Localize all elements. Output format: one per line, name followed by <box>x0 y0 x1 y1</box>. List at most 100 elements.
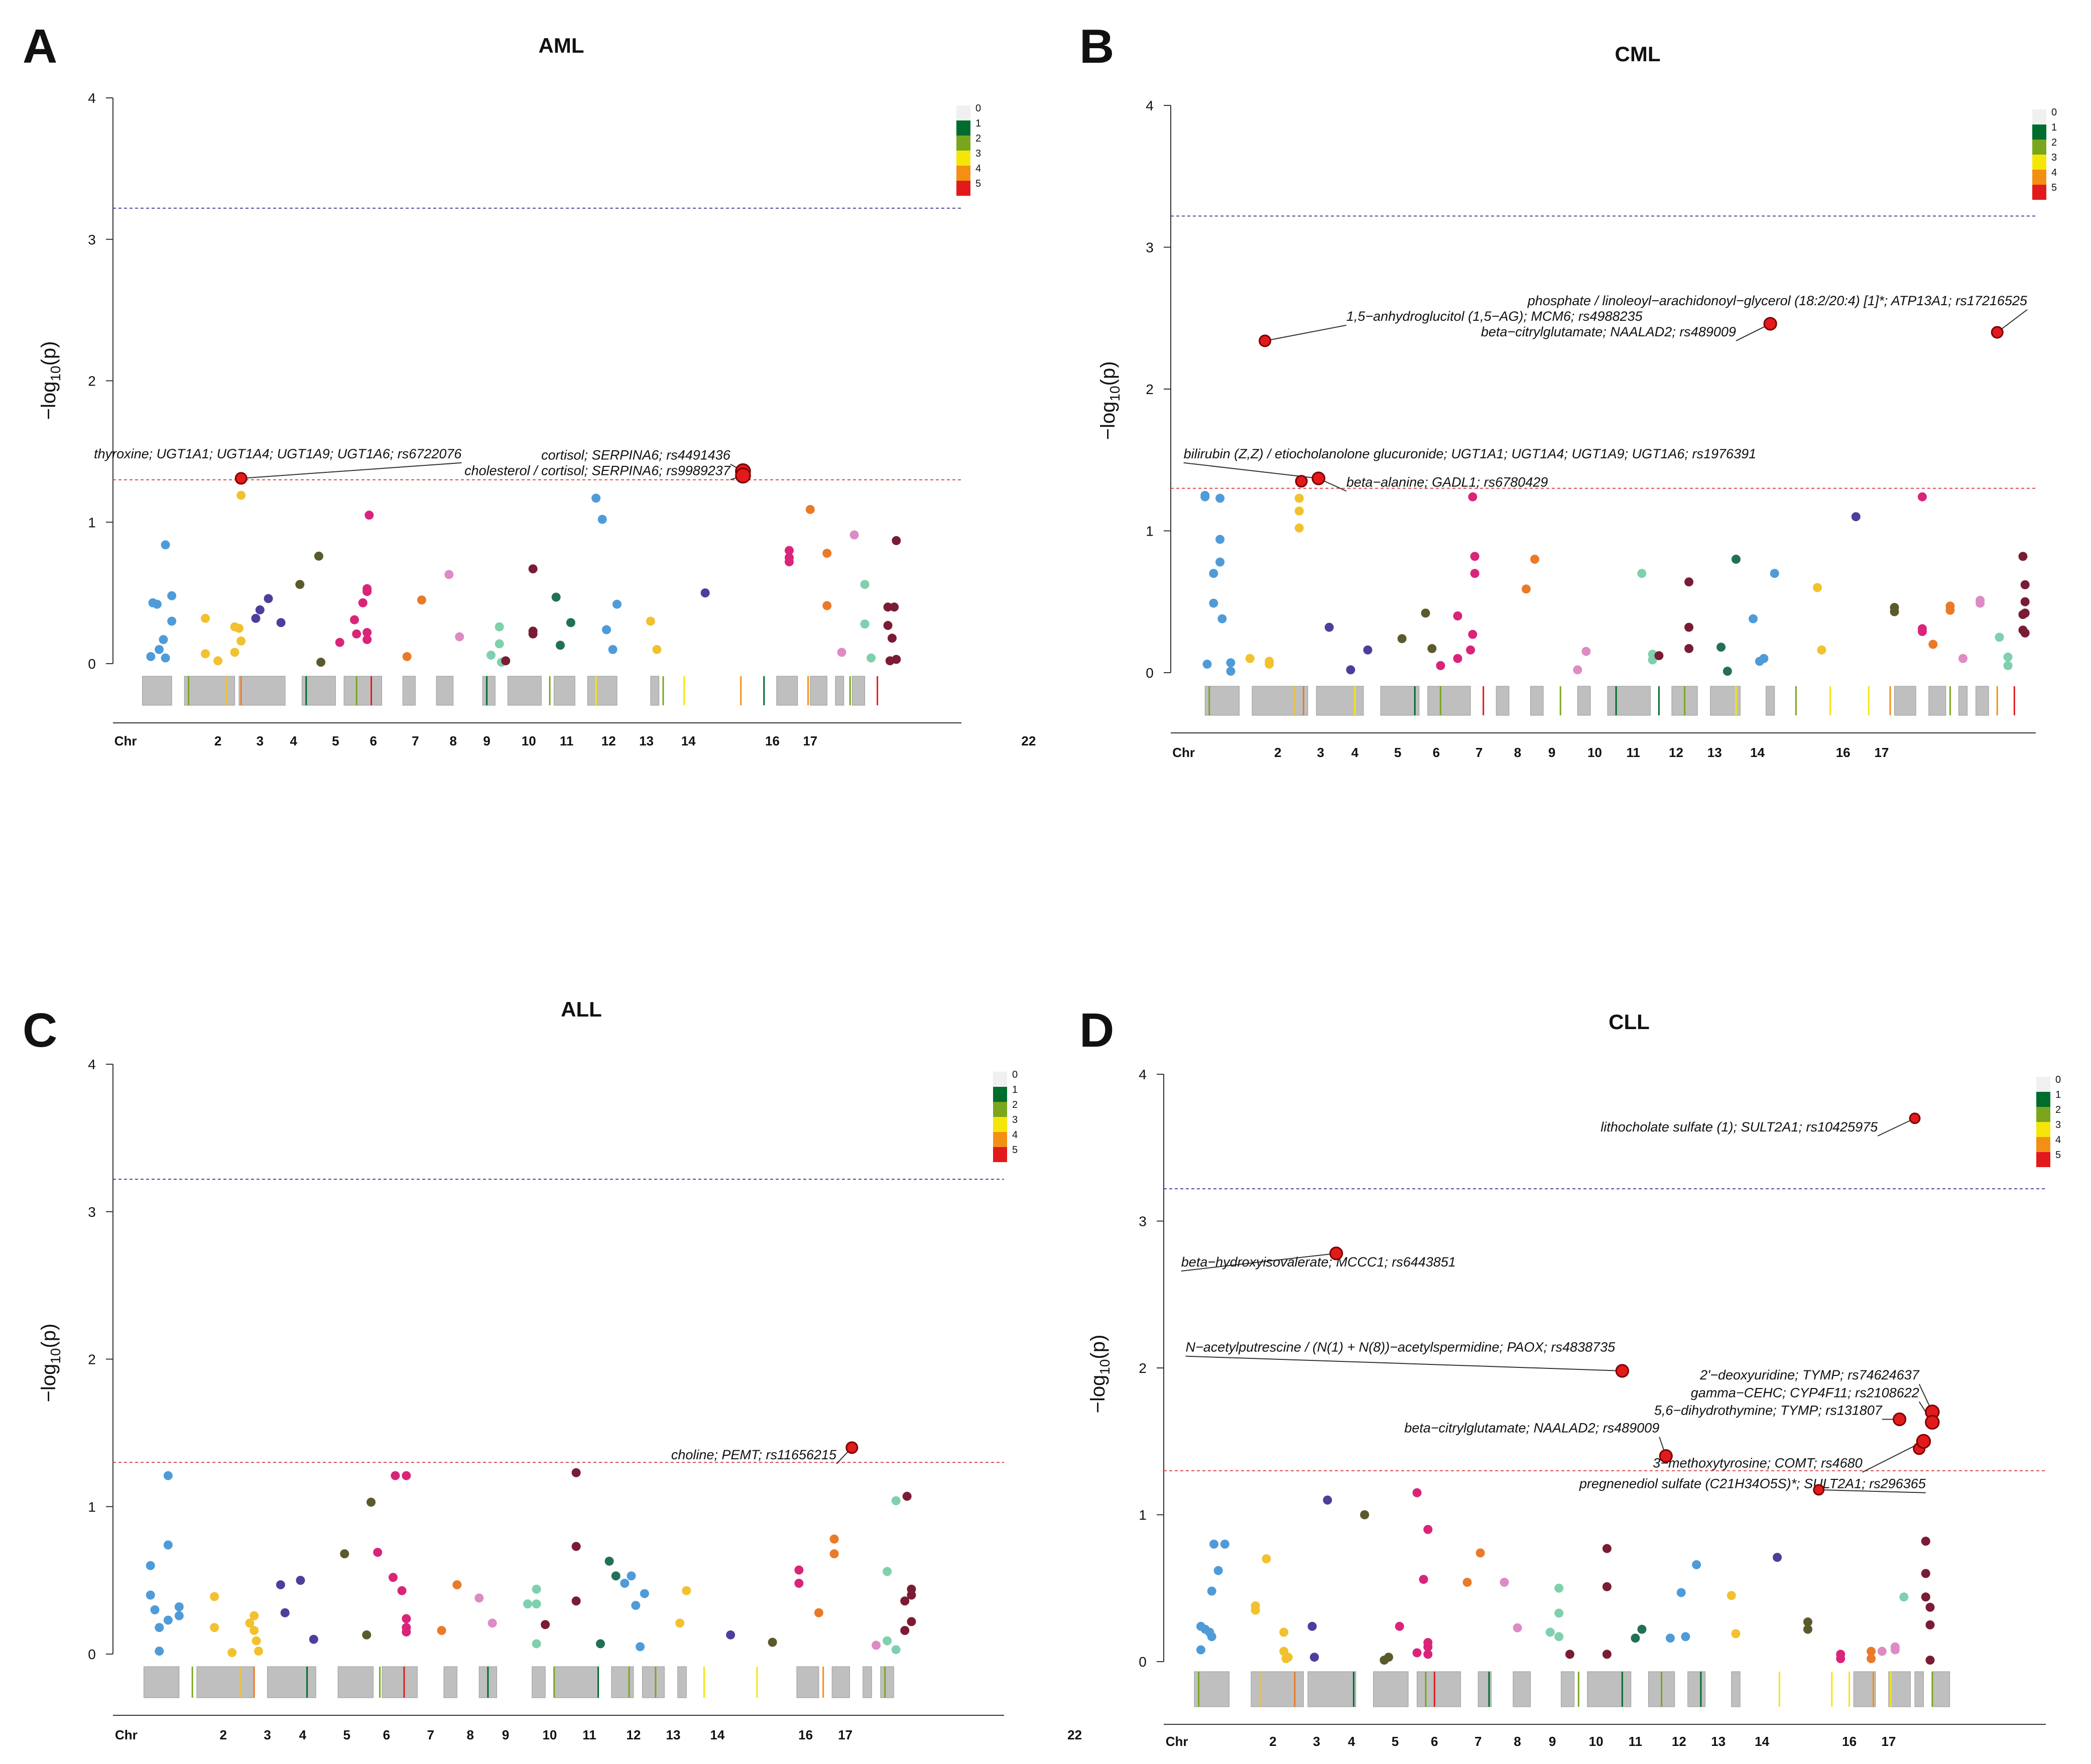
data-point <box>1213 1566 1223 1575</box>
data-point <box>1521 584 1531 594</box>
chr-tick-label: 22 <box>1067 1727 1082 1742</box>
legend-swatch <box>2032 155 2046 170</box>
chr-tick-label: Chr <box>1172 745 1195 760</box>
annotation-label: cortisol; SERPINA6; rs4491436 <box>541 448 731 463</box>
chr-tick-label: 5 <box>343 1727 350 1742</box>
data-point <box>532 1639 541 1649</box>
track-segment <box>880 1666 894 1698</box>
data-point <box>254 1647 263 1656</box>
data-point <box>486 651 496 660</box>
data-point <box>1684 644 1694 653</box>
track-segment <box>184 676 235 706</box>
legend-swatch <box>993 1147 1007 1162</box>
data-point <box>571 1468 581 1477</box>
data-point <box>1513 1623 1522 1632</box>
data-point <box>837 648 846 657</box>
legend-label: 5 <box>975 178 981 189</box>
legend-swatch <box>2036 1092 2050 1107</box>
track-segment <box>642 1666 665 1698</box>
chr-tick-label: 5 <box>332 733 339 748</box>
chr-tick-label: 6 <box>1431 1734 1438 1749</box>
chr-tick-label: 7 <box>1475 745 1483 760</box>
data-point <box>571 1596 581 1606</box>
data-point <box>1836 1654 1846 1664</box>
data-point <box>1226 658 1236 668</box>
chr-tick-label: 13 <box>666 1727 681 1742</box>
data-point <box>167 616 177 626</box>
data-point <box>252 1636 261 1646</box>
track-segment <box>1888 1671 1911 1707</box>
chr-tick-label: 7 <box>427 1727 434 1742</box>
panel-letter: A <box>23 20 57 73</box>
data-point <box>364 511 374 520</box>
annotation-label: beta−alanine; GADL1; rs6780429 <box>1346 474 1548 489</box>
data-point <box>402 1614 411 1623</box>
track-segment <box>1577 686 1591 716</box>
legend-swatch <box>2036 1107 2050 1122</box>
data-point <box>784 546 794 555</box>
data-point <box>1470 569 1480 578</box>
data-point <box>1215 493 1225 503</box>
legend-label: 0 <box>2055 1074 2061 1085</box>
data-point <box>860 619 870 629</box>
data-point <box>1654 651 1664 661</box>
track-segment <box>1252 686 1308 716</box>
highlight-point <box>1659 1449 1673 1463</box>
chr-tick-label: 2 <box>1274 745 1281 760</box>
data-point <box>373 1548 383 1557</box>
legend-label: 1 <box>2055 1089 2061 1100</box>
data-point <box>1727 1591 1736 1600</box>
data-point <box>402 652 412 661</box>
track-segment <box>1607 686 1651 716</box>
chr-tick-label: 11 <box>582 1727 596 1742</box>
y-axis-label: −log10(p) <box>38 1324 63 1403</box>
panel-title: AML <box>539 34 584 57</box>
chr-tick-label: 5 <box>1394 745 1401 760</box>
legend-label: 2 <box>2055 1104 2061 1115</box>
legend-swatch <box>993 1132 1007 1147</box>
y-tick-label: 0 <box>88 656 96 672</box>
data-point <box>794 1579 804 1588</box>
chr-tick-label: 17 <box>1874 745 1889 760</box>
track-segment <box>144 1666 180 1698</box>
legend-swatch <box>993 1087 1007 1102</box>
data-point <box>366 1497 376 1507</box>
data-point <box>251 613 261 623</box>
data-point <box>487 1618 497 1628</box>
highlight-point <box>1295 475 1308 488</box>
data-point <box>1684 577 1694 587</box>
panel-title: CML <box>1615 42 1661 66</box>
data-point <box>646 616 655 626</box>
data-point <box>1279 1627 1289 1637</box>
data-point <box>887 634 897 643</box>
track-segment <box>1380 686 1420 716</box>
legend: 0 1 2 3 4 5 <box>2032 107 2057 200</box>
data-point <box>1731 1629 1741 1639</box>
track-segment <box>238 676 286 706</box>
data-point <box>174 1602 184 1611</box>
chr-tick-label: 13 <box>1711 1734 1726 1749</box>
chr-tick-label: 11 <box>560 733 574 748</box>
panel-letter: B <box>1079 20 1114 73</box>
chr-tick-label: 22 <box>1021 733 1036 748</box>
track-segment <box>1204 686 1240 716</box>
data-point <box>1851 512 1861 522</box>
chr-tick-label: 11 <box>1629 1734 1643 1749</box>
chromosome-track <box>142 676 879 706</box>
data-point <box>1283 1653 1293 1662</box>
y-tick-label: 2 <box>1139 1360 1147 1376</box>
data-point <box>210 1623 219 1632</box>
track-segment <box>1587 1671 1632 1707</box>
legend-swatch <box>2032 124 2046 140</box>
data-point <box>1207 1632 1216 1642</box>
data-point <box>640 1589 649 1598</box>
y-tick-label: 1 <box>1139 1507 1147 1523</box>
track-segment <box>554 1666 599 1698</box>
highlight-point <box>1763 317 1777 331</box>
chr-tick-label: 8 <box>467 1727 474 1742</box>
track-segment <box>337 1666 374 1698</box>
data-point <box>675 1618 685 1628</box>
data-point <box>682 1586 691 1595</box>
annotation-leader <box>241 462 462 479</box>
data-point <box>352 629 361 639</box>
